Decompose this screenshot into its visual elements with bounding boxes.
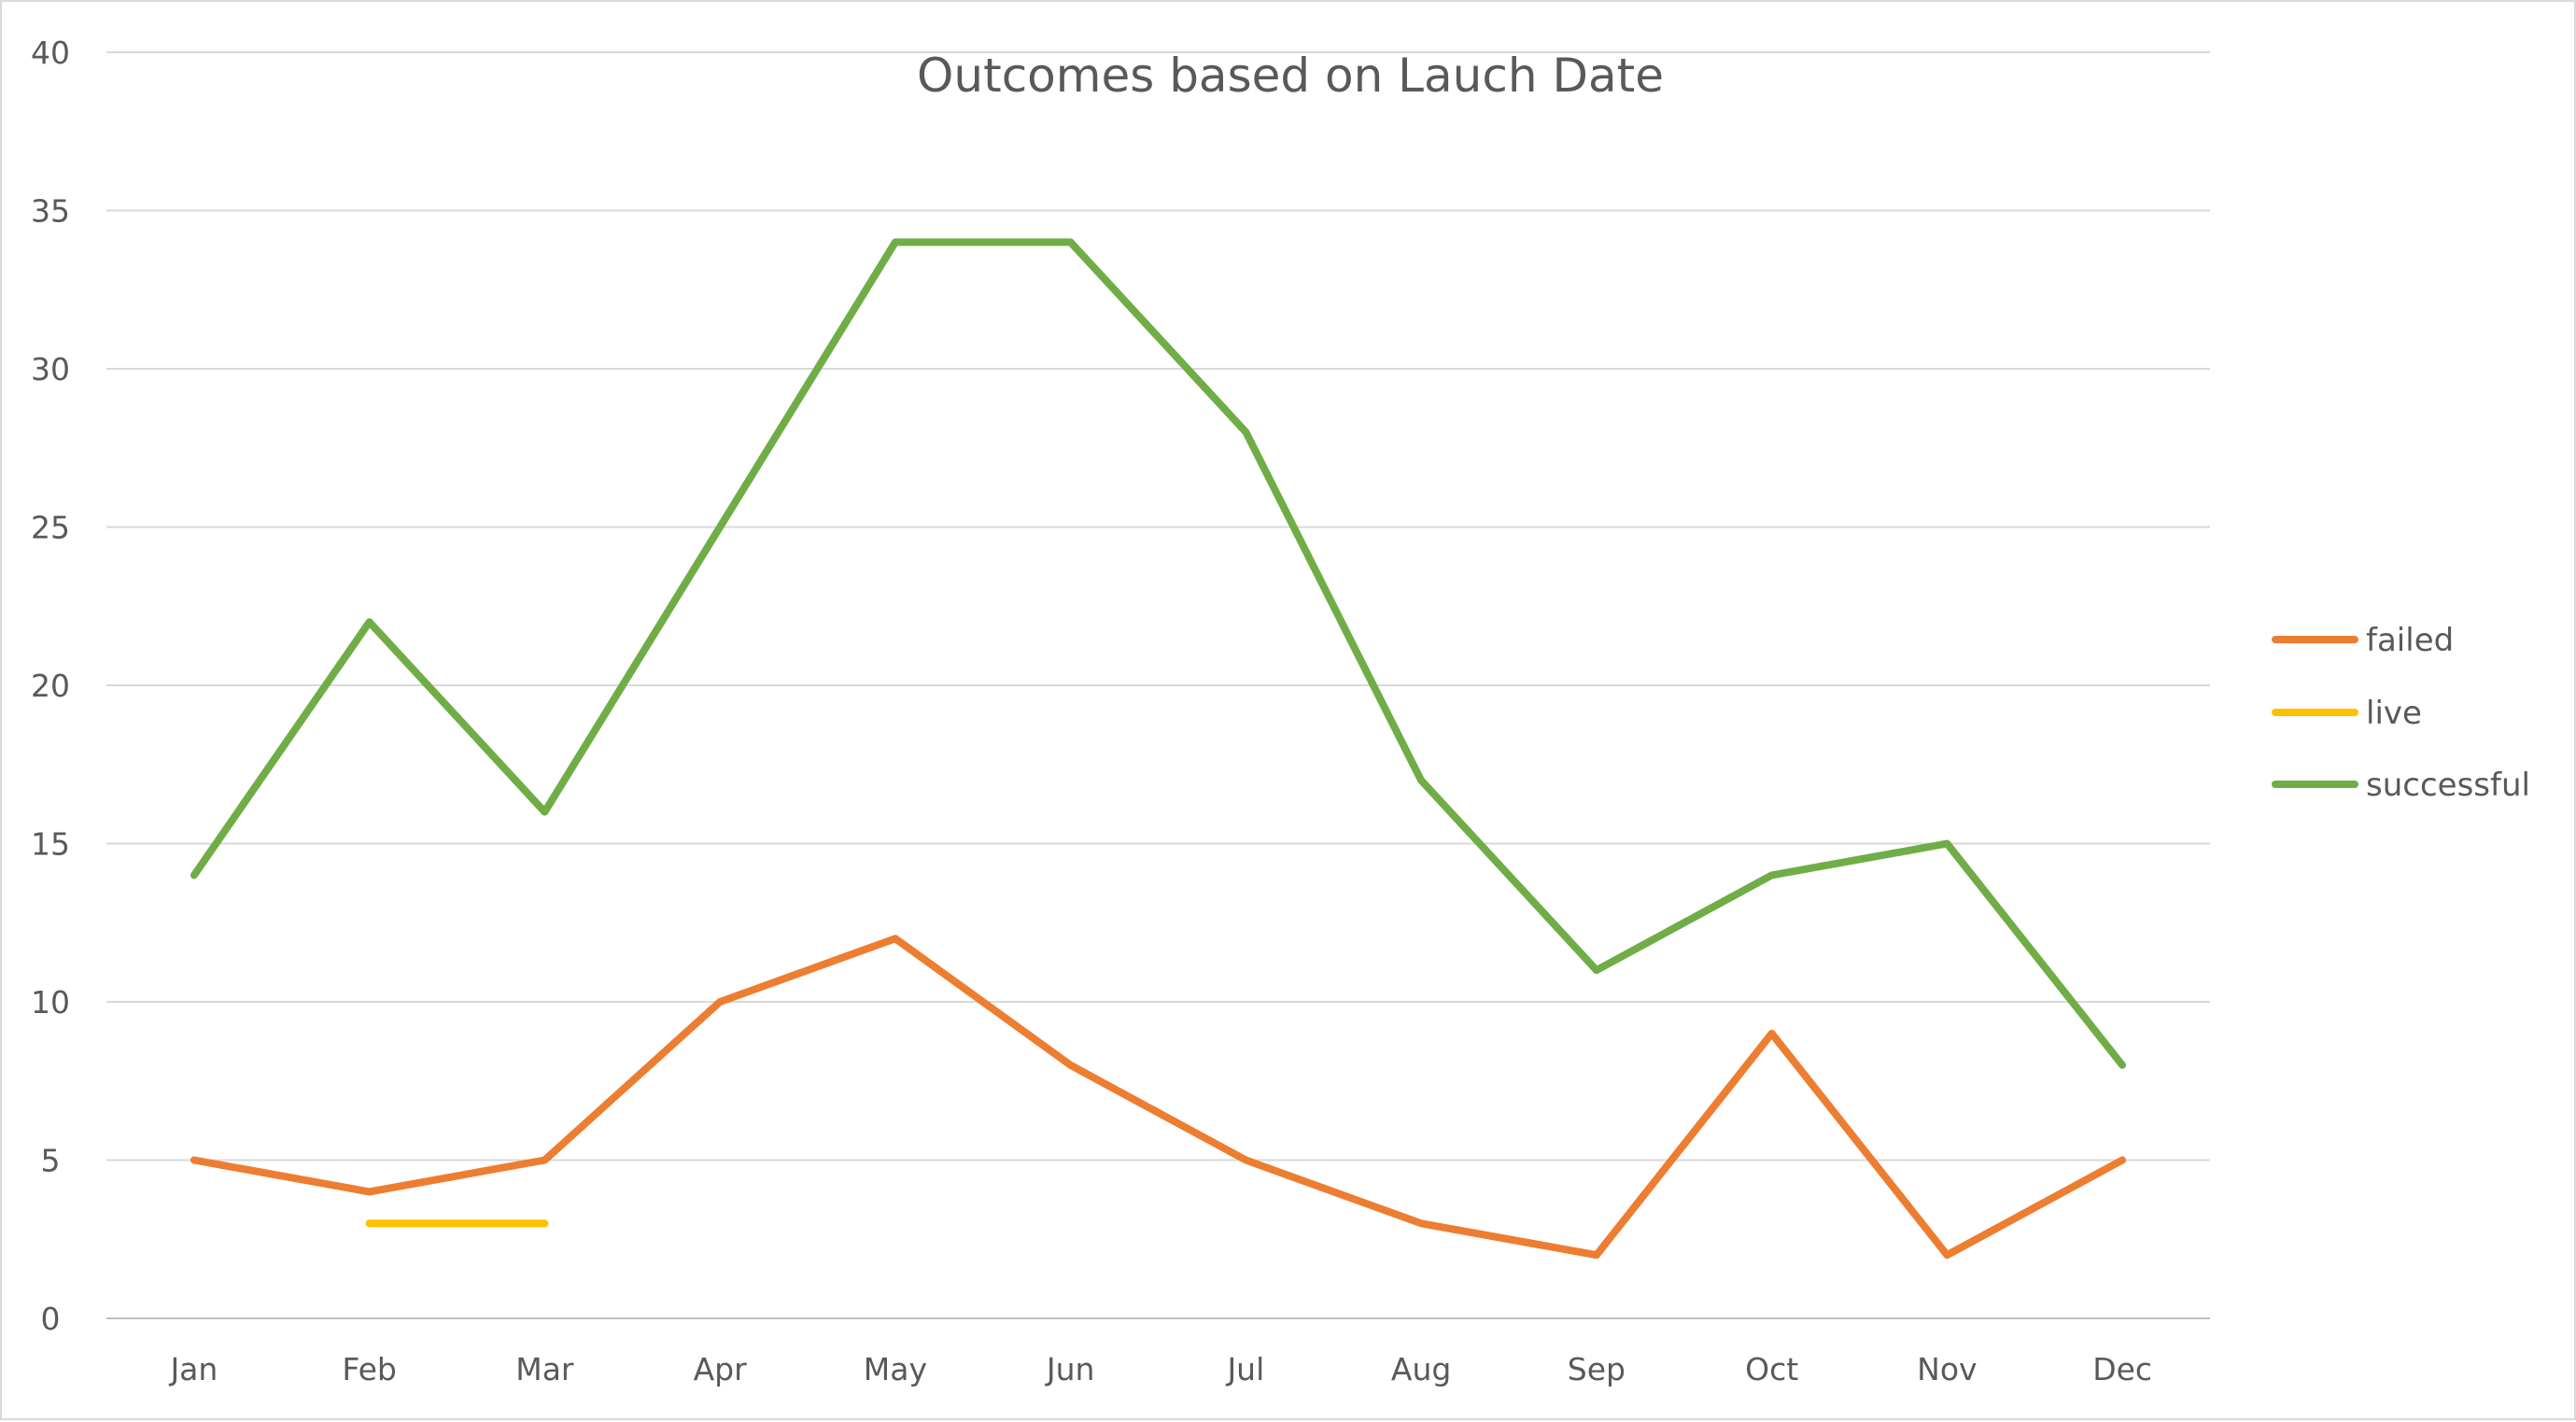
gridlines <box>106 51 2210 1319</box>
x-tick-label: Feb <box>342 1351 396 1387</box>
x-tick-label: Jul <box>1225 1351 1264 1387</box>
series-successful <box>190 238 2127 1069</box>
x-tick-label: Dec <box>2092 1351 2152 1387</box>
legend-label-successful: successful <box>2366 767 2530 804</box>
legend-item-failed: failed <box>2272 622 2454 659</box>
series-lines <box>190 238 2127 1260</box>
y-tick-label: 40 <box>31 35 70 71</box>
y-tick-label: 25 <box>31 510 70 546</box>
x-tick-label: Jan <box>168 1351 218 1387</box>
y-axis: 0 5 10 15 20 25 30 35 40 <box>31 35 70 1337</box>
y-tick-label: 35 <box>31 193 70 230</box>
legend-item-successful: successful <box>2272 767 2530 804</box>
series-line-successful <box>190 238 2127 1069</box>
x-tick-label: Sep <box>1568 1351 1626 1387</box>
legend: failed live successful <box>2272 622 2530 804</box>
x-tick-label: Oct <box>1745 1351 1798 1387</box>
x-tick-label: Aug <box>1391 1351 1451 1387</box>
chart-title: Outcomes based on Lauch Date <box>917 49 1664 103</box>
x-tick-label: Mar <box>515 1351 574 1387</box>
y-tick-label: 10 <box>31 984 70 1021</box>
series-failed <box>190 935 2127 1260</box>
y-tick-label: 0 <box>41 1301 61 1337</box>
y-tick-label: 30 <box>31 351 70 387</box>
legend-item-live: live <box>2272 695 2422 732</box>
y-tick-label: 15 <box>31 826 70 863</box>
series-line-failed <box>190 935 2127 1260</box>
x-tick-label: May <box>864 1351 927 1387</box>
legend-label-failed: failed <box>2366 622 2454 659</box>
legend-label-live: live <box>2366 695 2422 732</box>
x-tick-label: Nov <box>1917 1351 1977 1387</box>
y-tick-label: 20 <box>31 668 70 704</box>
y-tick-label: 5 <box>41 1143 61 1179</box>
x-tick-label: Jun <box>1045 1351 1095 1387</box>
x-tick-label: Apr <box>694 1351 748 1387</box>
x-axis: Jan Feb Mar Apr May Jun Jul Aug Sep Oct Nov Dec <box>168 1351 2152 1387</box>
